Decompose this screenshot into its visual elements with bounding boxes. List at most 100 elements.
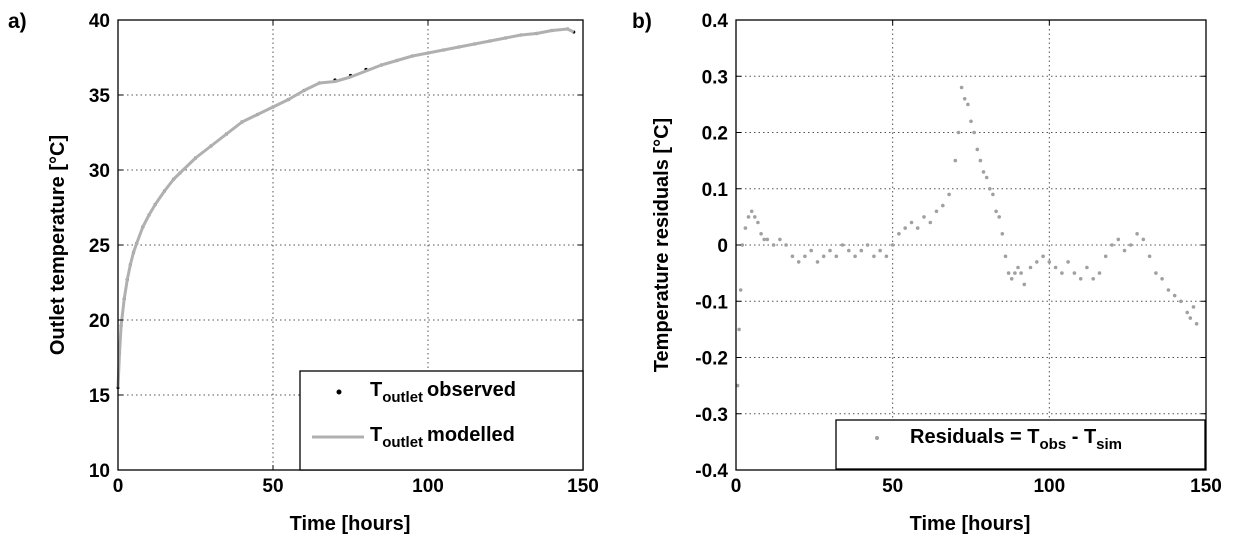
data-point-Residuals — [1022, 282, 1027, 287]
data-point-Residuals — [778, 237, 782, 242]
data-point-Residuals — [1185, 310, 1189, 315]
x-tick-label: 100 — [1033, 476, 1065, 497]
data-point-Residuals — [1179, 299, 1183, 304]
data-point-Residuals — [897, 232, 901, 236]
data-point-Residuals — [890, 243, 895, 247]
panel-b-grid — [736, 20, 1206, 470]
legend-residuals-sub1: obs — [1040, 436, 1067, 453]
data-point-Residuals — [988, 187, 992, 191]
panel-a-series — [116, 27, 576, 390]
data-point-Residuals — [922, 215, 926, 219]
data-point-Residuals — [738, 288, 743, 292]
data-point-Residuals — [1110, 243, 1114, 247]
y-tick-label: 15 — [89, 386, 111, 407]
legend-observed-marker — [336, 389, 342, 395]
data-point-Residuals — [1078, 277, 1083, 281]
legend-modelled-label: Toutlet modelled — [370, 424, 515, 451]
data-point-Residuals — [903, 226, 907, 230]
data-point-Residuals — [1016, 265, 1020, 270]
data-point-Residuals — [840, 243, 845, 247]
data-point-Residuals — [1172, 293, 1177, 298]
data-point-Residuals — [947, 192, 951, 197]
data-point-Residuals — [771, 243, 776, 247]
data-point-Residuals — [735, 383, 740, 388]
data-point-Residuals — [1191, 305, 1196, 309]
series-line-modelled — [116, 27, 575, 388]
y-tick-label: 25 — [89, 236, 111, 257]
panel-a-legend-box — [299, 370, 584, 471]
data-point-Residuals — [953, 158, 958, 163]
legend-observed-sub: outlet — [382, 389, 423, 406]
data-point-Residuals — [1072, 271, 1077, 275]
data-point-Residuals — [784, 243, 788, 247]
data-point-Residuals — [790, 254, 795, 259]
data-point-Residuals — [821, 254, 826, 259]
panel-a-label: a) — [8, 10, 27, 33]
x-tick-label: 150 — [1190, 476, 1222, 497]
data-point-Residuals — [740, 243, 745, 247]
data-point-Residuals — [1129, 243, 1133, 247]
data-point-Residuals — [1009, 277, 1014, 281]
data-point-Residuals — [756, 220, 760, 225]
y-tick-label: 0.1 — [702, 180, 729, 201]
data-point-Residuals — [765, 237, 770, 242]
legend-modelled-rest: modelled — [427, 424, 515, 446]
data-point-Residuals — [1028, 265, 1033, 270]
data-point-Residuals — [972, 130, 976, 135]
data-point-Residuals — [1085, 265, 1089, 270]
panel-a-ticks: 0 50 100 150 10 15 20 25 30 35 40 — [89, 11, 599, 497]
panel-b-ylabel: Temperature residuals [°C] — [651, 118, 673, 372]
data-point-Residuals — [941, 203, 945, 208]
data-point-Residuals — [884, 254, 889, 259]
legend-observed-rest: observed — [427, 379, 516, 401]
data-point-Residuals — [753, 215, 757, 219]
data-point-Residuals — [743, 226, 748, 230]
data-point-Residuals — [1047, 260, 1052, 264]
legend-residuals-marker — [875, 436, 879, 440]
data-point-Residuals — [928, 220, 933, 225]
y-tick-label: 0 — [717, 236, 728, 257]
data-point-Residuals — [991, 192, 995, 197]
data-point-Residuals — [994, 209, 998, 214]
data-point-Residuals — [1154, 271, 1158, 275]
legend-modelled-main: T — [370, 424, 382, 446]
data-point-Residuals — [959, 85, 964, 90]
panel-b-label: b) — [632, 10, 652, 33]
data-point-Residuals — [1019, 271, 1023, 275]
data-point-Residuals — [978, 158, 983, 163]
y-tick-label: 40 — [89, 11, 110, 32]
data-point-Residuals — [956, 130, 961, 135]
data-point-Residuals — [847, 248, 851, 253]
data-point-Residuals — [815, 260, 820, 264]
y-tick-label: -0.3 — [695, 405, 728, 426]
data-point-Residuals — [997, 215, 1001, 219]
data-point-Residuals — [834, 254, 839, 259]
panel-b-legend: Residuals = Tobs - Tsim — [835, 419, 1206, 470]
y-tick-label: -0.1 — [695, 292, 728, 313]
data-point-Residuals — [981, 170, 986, 174]
data-point-Residuals — [1066, 260, 1070, 264]
legend-observed-label: Toutlet observed — [370, 379, 516, 406]
data-point-Residuals — [1122, 248, 1127, 253]
data-point-Residuals — [737, 327, 741, 332]
x-tick-label: 150 — [567, 476, 599, 497]
data-point-Residuals — [969, 119, 973, 124]
y-tick-label: 0.3 — [702, 67, 728, 88]
y-tick-label: 0.2 — [702, 124, 728, 145]
data-point-Residuals — [853, 254, 857, 259]
data-point-Residuals — [1091, 277, 1095, 281]
y-tick-label: 0.4 — [702, 11, 729, 32]
data-point-Residuals — [1166, 288, 1171, 292]
data-point-Residuals — [1053, 265, 1058, 270]
data-point-Residuals — [975, 147, 980, 152]
data-point-Residuals — [809, 248, 813, 253]
data-point-Residuals — [1160, 277, 1164, 281]
panel-b-residuals-chart: b) 0 50 100 150 -0.4 -0.3 -0.2 -0.1 0 0.1 0.2 0.3 0.… — [632, 10, 1222, 535]
data-point-Residuals — [878, 248, 882, 253]
data-point-Residuals — [1013, 271, 1017, 275]
data-point-Residuals — [759, 232, 763, 236]
data-point-Residuals — [934, 209, 939, 214]
y-tick-label: -0.2 — [695, 349, 728, 370]
panel-a-ylabel: Outlet temperature [°C] — [47, 135, 69, 355]
